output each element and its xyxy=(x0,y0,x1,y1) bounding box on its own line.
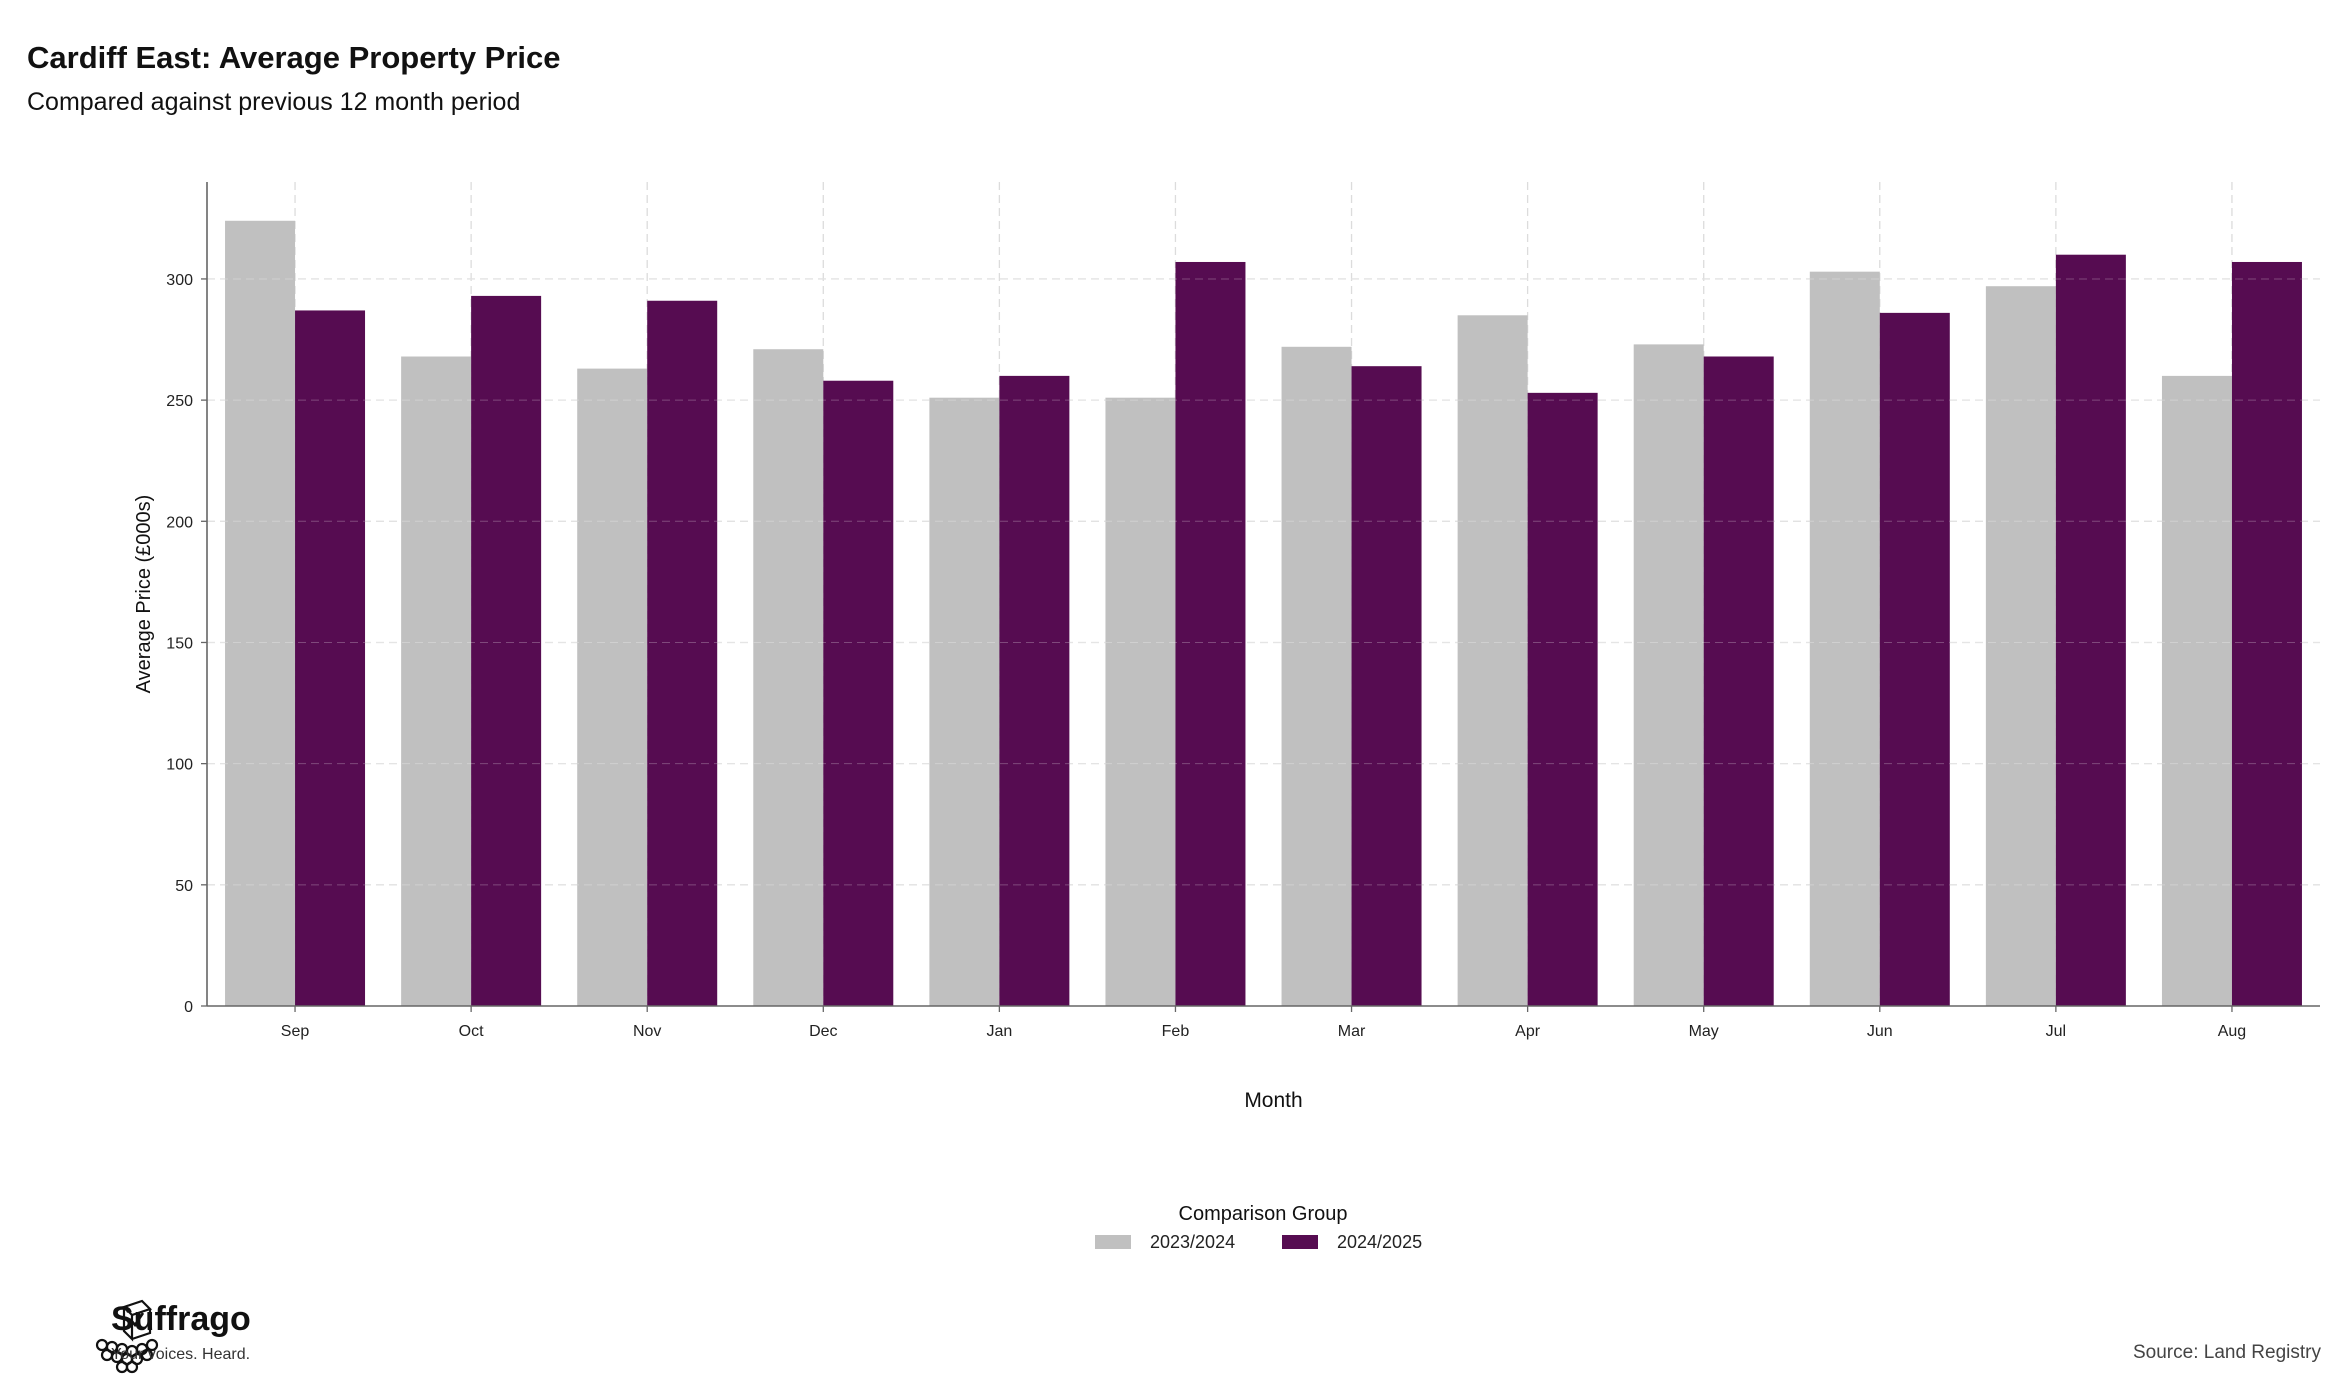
bar-2024-2025-aug xyxy=(2231,261,2302,1007)
x-tick-label: Oct xyxy=(459,1023,484,1040)
chart-subtitle: Compared against previous 12 month perio… xyxy=(27,88,521,116)
x-tick-label: Dec xyxy=(809,1023,837,1040)
bar-2023-2024-jan xyxy=(929,397,1000,1007)
y-tick-label: 300 xyxy=(166,272,193,289)
x-tick-label: Apr xyxy=(1515,1023,1541,1040)
bar-2024-2025-sep xyxy=(295,310,366,1007)
legend-title: Comparison Group xyxy=(1179,1203,1348,1225)
x-tick-label: Jun xyxy=(1867,1023,1893,1040)
y-tick-label: 100 xyxy=(166,757,193,774)
bar-2023-2024-apr xyxy=(1457,315,1528,1006)
y-axis-title: Average Price (£000s) xyxy=(133,495,155,694)
bar-2024-2025-dec xyxy=(823,380,894,1007)
brand-tagline: Your voices. Heard. xyxy=(111,1346,251,1363)
y-tick-label: 250 xyxy=(166,393,193,410)
x-tick-label: Aug xyxy=(2218,1023,2246,1040)
bar-2023-2024-may xyxy=(1633,344,1704,1006)
bar-2024-2025-jan xyxy=(999,375,1070,1007)
x-tick-label: Jan xyxy=(986,1023,1012,1040)
bar-2024-2025-feb xyxy=(1175,261,1246,1007)
x-tick-label: Feb xyxy=(1162,1023,1190,1040)
bar-2024-2025-oct xyxy=(471,295,542,1006)
bar-chart: 0 50 100 150 200 250 300 Sep Oct Nov Dec Jan Feb Mar A… xyxy=(133,182,2320,1252)
x-tick-label: Jul xyxy=(2046,1023,2066,1040)
bar-2023-2024-oct xyxy=(401,356,472,1006)
bar-2024-2025-jul xyxy=(2055,254,2126,1007)
y-tick-label: 0 xyxy=(184,999,193,1016)
legend-label: 2023/2024 xyxy=(1150,1232,1235,1252)
bar-2023-2024-sep xyxy=(225,220,296,1006)
y-tick-label: 150 xyxy=(166,635,193,652)
y-tick-label: 50 xyxy=(175,878,193,895)
bar-2023-2024-mar xyxy=(1281,346,1352,1006)
bar-2023-2024-jun xyxy=(1809,271,1880,1006)
x-tick-label: Mar xyxy=(1338,1023,1366,1040)
brand-name: Suffrago xyxy=(111,1300,251,1338)
bar-2024-2025-may xyxy=(1703,356,1774,1006)
bar-2024-2025-jun xyxy=(1879,312,1950,1006)
legend-swatch xyxy=(1282,1235,1318,1249)
bar-2023-2024-aug xyxy=(2161,375,2232,1007)
legend-label: 2024/2025 xyxy=(1337,1232,1422,1252)
legend-swatch xyxy=(1095,1235,1131,1249)
bar-2023-2024-nov xyxy=(577,368,648,1006)
source-note: Source: Land Registry xyxy=(2133,1342,2321,1363)
x-tick-label: Sep xyxy=(281,1023,310,1040)
x-tick-label: Nov xyxy=(633,1023,661,1040)
bar-2024-2025-mar xyxy=(1351,366,1422,1006)
chart-title: Cardiff East: Average Property Price xyxy=(27,40,561,75)
ballot-box-logo-icon xyxy=(95,1299,159,1374)
x-axis-title: Month xyxy=(1244,1089,1302,1112)
bar-2024-2025-apr xyxy=(1527,392,1598,1006)
y-tick-label: 200 xyxy=(166,514,193,531)
x-tick-label: May xyxy=(1689,1023,1719,1040)
bar-2023-2024-feb xyxy=(1105,397,1176,1007)
bar-2023-2024-jul xyxy=(1985,286,2056,1006)
bar-2023-2024-dec xyxy=(753,349,824,1007)
bar-2024-2025-nov xyxy=(647,300,718,1006)
